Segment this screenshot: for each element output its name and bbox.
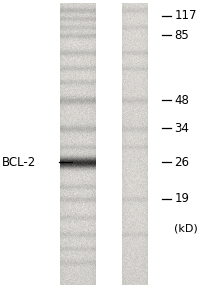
Text: 34: 34 [174,122,189,135]
Text: 26: 26 [174,156,189,169]
Text: BCL-2: BCL-2 [2,156,36,169]
Text: 48: 48 [174,94,189,107]
Text: (kD): (kD) [174,224,198,234]
Text: 19: 19 [174,193,189,206]
Text: 117: 117 [174,9,197,22]
Text: 85: 85 [174,29,189,42]
Text: --: -- [61,156,70,169]
